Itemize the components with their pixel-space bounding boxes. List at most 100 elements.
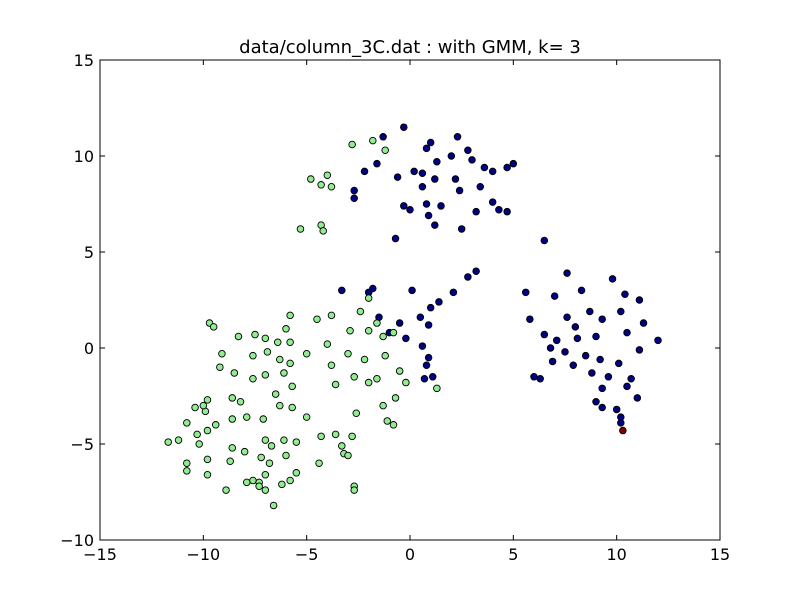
x-tick-label: 10 (606, 545, 626, 564)
data-point-cluster-1 (428, 373, 437, 381)
data-point-cluster-1 (488, 167, 497, 176)
data-point-cluster-2 (383, 417, 392, 425)
data-point-cluster-2 (183, 467, 191, 475)
data-point-cluster-2 (226, 457, 234, 466)
data-point-cluster-2 (296, 225, 305, 233)
data-point-cluster-1 (623, 328, 631, 337)
data-point-cluster-2 (265, 459, 274, 467)
data-point-cluster-1 (488, 198, 497, 206)
data-point-cluster-3 (619, 426, 627, 435)
data-point-cluster-1 (588, 369, 596, 377)
data-point-cluster-1 (418, 342, 427, 350)
data-point-cluster-1 (437, 202, 445, 210)
data-point-cluster-1 (420, 374, 429, 383)
data-point-cluster-2 (255, 482, 263, 490)
data-point-cluster-2 (174, 436, 183, 444)
data-point-cluster-1 (447, 152, 456, 160)
data-point-cluster-1 (418, 169, 427, 178)
data-point-cluster-1 (472, 267, 480, 275)
data-point-cluster-1 (635, 296, 644, 304)
data-point-cluster-2 (373, 319, 381, 327)
data-point-cluster-2 (261, 334, 270, 343)
data-point-cluster-1 (573, 334, 582, 343)
data-point-cluster-1 (393, 173, 402, 181)
x-tick-label: 15 (710, 545, 730, 564)
data-point-cluster-2 (280, 436, 288, 444)
data-point-cluster-2 (346, 326, 354, 335)
data-point-cluster-2 (379, 401, 387, 410)
data-point-cluster-2 (228, 415, 237, 423)
data-point-cluster-2 (251, 330, 259, 339)
y-tick-label: −10 (60, 531, 94, 550)
y-tick-label: 10 (74, 147, 94, 166)
data-point-cluster-2 (278, 480, 286, 489)
data-point-cluster-2 (352, 409, 361, 418)
data-point-cluster-1 (563, 313, 571, 322)
data-point-cluster-2 (350, 373, 358, 381)
data-point-cluster-1 (639, 319, 648, 327)
data-point-cluster-1 (453, 133, 462, 141)
data-point-cluster-2 (218, 350, 226, 358)
data-point-cluster-2 (230, 369, 239, 377)
data-point-cluster-2 (286, 476, 294, 485)
data-point-cluster-2 (261, 470, 270, 479)
data-point-cluster-2 (195, 440, 203, 448)
data-point-cluster-2 (331, 430, 340, 439)
data-point-cluster-1 (633, 394, 642, 402)
data-point-cluster-1 (350, 194, 358, 202)
x-tick-label: −15 (83, 545, 117, 564)
data-point-cluster-1 (592, 332, 600, 341)
data-point-cluster-1 (617, 419, 625, 427)
data-point-cluster-1 (424, 353, 433, 362)
data-point-cluster-1 (598, 315, 606, 323)
data-point-cluster-2 (348, 140, 356, 149)
data-point-cluster-2 (191, 403, 199, 412)
data-point-cluster-1 (408, 286, 416, 295)
data-point-cluster-1 (431, 221, 439, 229)
data-point-cluster-1 (435, 298, 443, 306)
data-point-cluster-2 (389, 328, 398, 337)
y-tick-label: −5 (70, 435, 94, 454)
data-point-cluster-2 (381, 146, 389, 154)
data-point-cluster-1 (468, 156, 476, 164)
data-point-cluster-1 (451, 175, 460, 183)
data-point-cluster-2 (249, 351, 257, 360)
data-point-cluster-1 (338, 286, 346, 295)
data-point-cluster-1 (596, 355, 604, 364)
data-point-cluster-2 (183, 459, 191, 467)
data-point-cluster-2 (292, 438, 301, 446)
data-point-cluster-1 (350, 186, 358, 195)
data-point-cluster-1 (586, 307, 594, 316)
data-point-cluster-1 (617, 307, 625, 316)
data-point-cluster-1 (654, 336, 662, 345)
data-point-cluster-2 (228, 444, 237, 452)
data-point-cluster-2 (381, 351, 389, 360)
data-point-cluster-2 (286, 359, 294, 368)
data-point-cluster-1 (395, 319, 404, 327)
data-point-cluster-1 (563, 269, 571, 277)
data-point-cluster-2 (338, 442, 346, 450)
data-point-cluster-2 (369, 136, 377, 145)
data-point-cluster-1 (422, 361, 431, 370)
data-point-cluster-1 (552, 336, 561, 345)
data-point-cluster-2 (364, 378, 373, 387)
data-point-cluster-1 (598, 384, 606, 393)
data-point-cluster-2 (276, 401, 284, 410)
data-point-cluster-1 (418, 182, 427, 191)
data-point-cluster-1 (614, 359, 623, 368)
data-point-cluster-1 (621, 290, 629, 298)
data-point-cluster-2 (211, 421, 220, 429)
data-point-cluster-2 (203, 470, 212, 479)
data-point-cluster-1 (550, 292, 559, 300)
data-point-cluster-2 (222, 486, 230, 494)
data-point-cluster-2 (317, 432, 325, 441)
data-point-cluster-2 (364, 294, 373, 302)
data-point-cluster-2 (319, 227, 327, 235)
y-tick-label: 5 (84, 243, 94, 262)
data-point-cluster-2 (323, 171, 332, 179)
y-tick-label: 0 (84, 339, 94, 358)
data-point-cluster-1 (561, 348, 569, 356)
data-point-cluster-2 (249, 374, 257, 383)
data-point-cluster-2 (356, 307, 365, 316)
